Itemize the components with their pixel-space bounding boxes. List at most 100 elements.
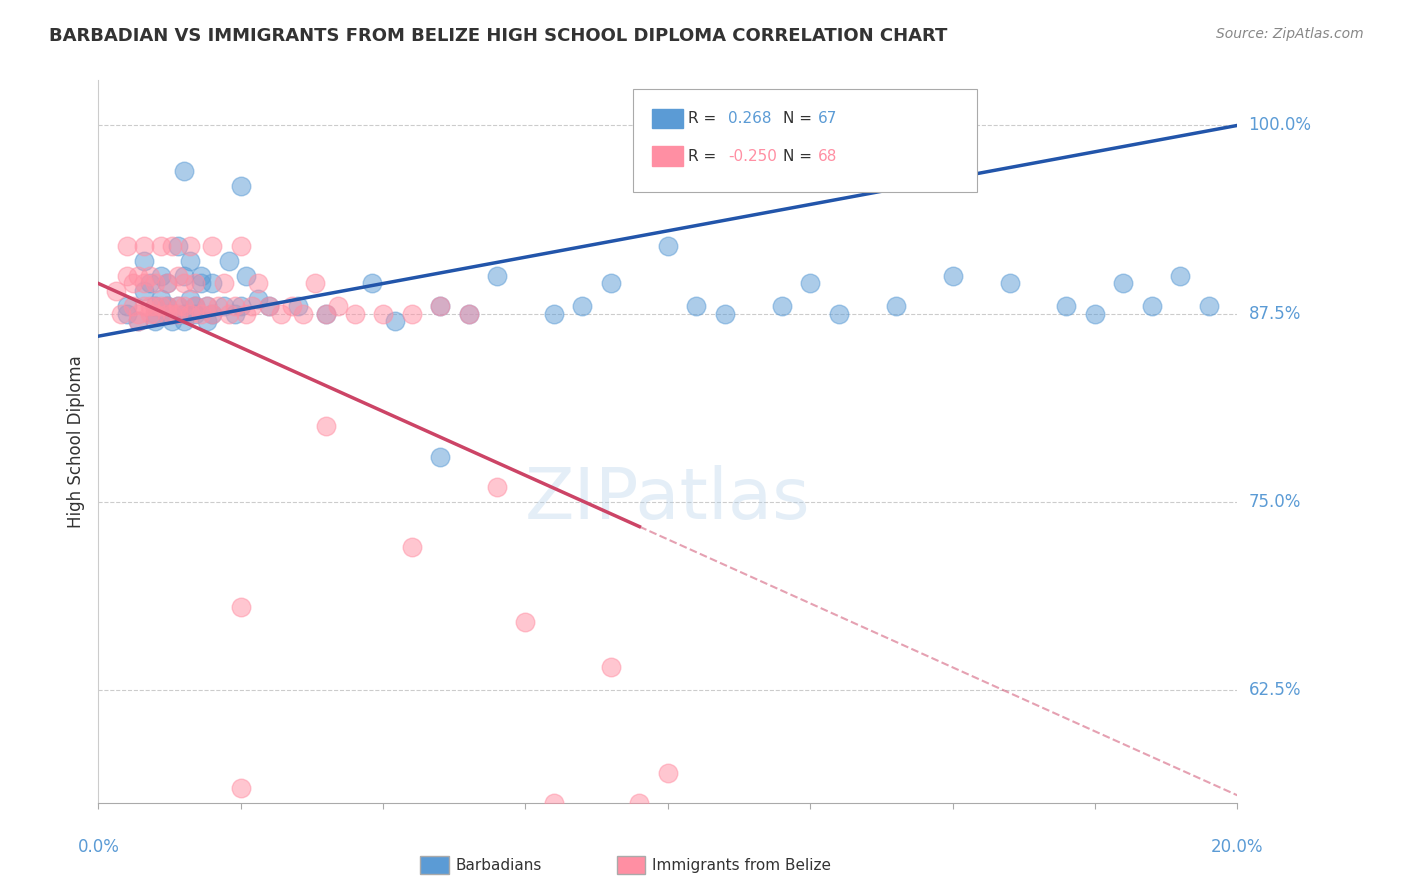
Point bbox=[942, 268, 965, 283]
Point bbox=[173, 307, 195, 321]
Point bbox=[1140, 299, 1163, 313]
Point bbox=[173, 163, 195, 178]
Point bbox=[132, 277, 155, 291]
Point bbox=[184, 299, 207, 313]
Point bbox=[543, 307, 565, 321]
Text: 75.0%: 75.0% bbox=[1249, 492, 1301, 511]
Point bbox=[121, 299, 143, 313]
Point bbox=[167, 307, 190, 321]
Text: R =: R = bbox=[688, 149, 721, 163]
Point bbox=[515, 615, 537, 630]
Point bbox=[138, 307, 160, 321]
Point bbox=[150, 268, 173, 283]
Point bbox=[156, 277, 179, 291]
Point bbox=[132, 239, 155, 253]
Point bbox=[179, 307, 201, 321]
Point bbox=[150, 299, 173, 313]
Point bbox=[270, 307, 292, 321]
Point bbox=[235, 268, 257, 283]
Text: 67: 67 bbox=[818, 112, 838, 126]
Point bbox=[246, 292, 269, 306]
Point bbox=[218, 307, 240, 321]
Point bbox=[195, 314, 218, 328]
Point bbox=[150, 292, 173, 306]
Point bbox=[229, 600, 252, 615]
Point bbox=[828, 307, 851, 321]
Point bbox=[173, 277, 195, 291]
Point bbox=[246, 277, 269, 291]
Point bbox=[173, 268, 195, 283]
Point bbox=[179, 254, 201, 268]
Point bbox=[1112, 277, 1135, 291]
Text: 0.268: 0.268 bbox=[728, 112, 772, 126]
Point bbox=[150, 239, 173, 253]
Text: -0.250: -0.250 bbox=[728, 149, 778, 163]
Point bbox=[240, 299, 263, 313]
Point bbox=[259, 299, 281, 313]
Text: 68: 68 bbox=[818, 149, 838, 163]
Point bbox=[429, 450, 451, 464]
Point bbox=[315, 307, 337, 321]
Point bbox=[173, 299, 195, 313]
Point bbox=[384, 314, 406, 328]
Point bbox=[486, 480, 509, 494]
Point bbox=[281, 299, 304, 313]
Point bbox=[429, 299, 451, 313]
Point bbox=[457, 307, 479, 321]
Point bbox=[156, 277, 179, 291]
Point bbox=[201, 277, 224, 291]
Point bbox=[292, 307, 315, 321]
Point bbox=[162, 239, 184, 253]
Point bbox=[998, 277, 1021, 291]
Point bbox=[884, 299, 907, 313]
Point bbox=[127, 314, 149, 328]
Point bbox=[714, 307, 737, 321]
Point bbox=[145, 277, 167, 291]
Point bbox=[229, 239, 252, 253]
Point bbox=[207, 299, 229, 313]
Point bbox=[229, 780, 252, 795]
Point bbox=[235, 307, 257, 321]
Point bbox=[145, 314, 167, 328]
Point bbox=[127, 307, 149, 321]
Point bbox=[110, 307, 132, 321]
Point bbox=[145, 299, 167, 313]
Point bbox=[543, 796, 565, 810]
Text: 100.0%: 100.0% bbox=[1249, 117, 1312, 135]
Point bbox=[486, 268, 509, 283]
Point bbox=[373, 307, 395, 321]
Point bbox=[190, 307, 212, 321]
Point bbox=[162, 307, 184, 321]
Point bbox=[156, 299, 179, 313]
Text: N =: N = bbox=[783, 112, 817, 126]
Point bbox=[179, 239, 201, 253]
Point bbox=[156, 307, 179, 321]
Point bbox=[145, 299, 167, 313]
Point bbox=[685, 299, 707, 313]
Point bbox=[1056, 299, 1078, 313]
Text: 0.0%: 0.0% bbox=[77, 838, 120, 856]
Text: N =: N = bbox=[783, 149, 817, 163]
Point bbox=[201, 307, 224, 321]
Point bbox=[138, 299, 160, 313]
Point bbox=[212, 277, 235, 291]
Text: R =: R = bbox=[688, 112, 721, 126]
Point bbox=[145, 307, 167, 321]
Point bbox=[115, 307, 138, 321]
Point bbox=[115, 268, 138, 283]
Point bbox=[115, 239, 138, 253]
Point bbox=[600, 660, 623, 674]
Point bbox=[167, 299, 190, 313]
Point bbox=[315, 419, 337, 434]
Point bbox=[195, 299, 218, 313]
Point bbox=[457, 307, 479, 321]
Point bbox=[401, 540, 423, 554]
Point bbox=[132, 284, 155, 298]
Point bbox=[770, 299, 793, 313]
Point bbox=[799, 277, 821, 291]
Point bbox=[184, 299, 207, 313]
Y-axis label: High School Diploma: High School Diploma bbox=[66, 355, 84, 528]
Point bbox=[1170, 268, 1192, 283]
Point bbox=[179, 292, 201, 306]
Point bbox=[224, 299, 246, 313]
